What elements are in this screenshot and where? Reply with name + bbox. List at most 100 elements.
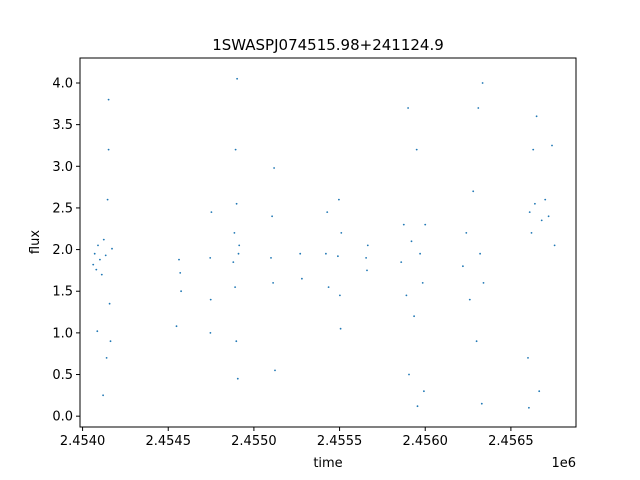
- data-point: [481, 82, 484, 84]
- data-point: [105, 357, 108, 359]
- data-point: [475, 340, 478, 343]
- data-point: [104, 254, 107, 257]
- data-point: [340, 232, 343, 234]
- data-point: [468, 298, 471, 301]
- y-tick-label: 1.5: [52, 285, 73, 300]
- data-point: [339, 294, 341, 297]
- data-point: [535, 115, 538, 118]
- data-point: [400, 261, 403, 263]
- data-point: [209, 332, 212, 334]
- y-axis-label: flux: [28, 230, 43, 254]
- data-point: [327, 286, 330, 288]
- data-point: [366, 269, 368, 272]
- data-point: [180, 290, 183, 293]
- data-point: [405, 294, 408, 297]
- x-tick-label: 2.4560: [402, 434, 448, 449]
- data-point: [477, 107, 480, 109]
- data-point: [419, 252, 421, 255]
- data-point: [235, 340, 238, 343]
- data-point: [111, 247, 113, 250]
- data-point: [402, 223, 405, 226]
- plot-frame: [79, 57, 577, 428]
- data-point: [102, 238, 105, 241]
- data-point: [271, 215, 273, 218]
- data-point: [528, 211, 531, 214]
- data-point: [233, 232, 236, 234]
- x-tick-label: 2.4545: [145, 434, 191, 449]
- y-tick-label: 0.5: [52, 368, 73, 383]
- data-point: [530, 232, 533, 234]
- x-tick-label: 2.4550: [231, 434, 277, 449]
- chart-title: 1SWASPJ074515.98+241124.9: [212, 36, 444, 54]
- data-point: [236, 377, 239, 380]
- x-tick-label: 2.4540: [60, 434, 106, 449]
- data-point: [235, 202, 238, 205]
- y-tick-label: 2.0: [52, 243, 73, 258]
- data-point: [270, 257, 272, 259]
- data-point: [109, 340, 112, 343]
- data-point: [532, 148, 535, 151]
- data-point: [365, 257, 367, 259]
- data-point: [337, 255, 339, 258]
- data-point: [96, 330, 99, 333]
- data-point: [92, 263, 95, 266]
- data-point: [407, 107, 409, 109]
- data-point: [326, 211, 329, 214]
- y-tick-label: 0.0: [52, 410, 73, 425]
- y-tick-label: 1.0: [52, 326, 73, 341]
- data-point: [234, 148, 237, 151]
- x-axis-offset: 1e6: [551, 456, 576, 471]
- data-point: [480, 402, 483, 405]
- data-point: [540, 219, 543, 222]
- data-point: [102, 394, 104, 397]
- data-point: [232, 261, 235, 263]
- data-point: [338, 198, 340, 201]
- data-point: [416, 405, 419, 408]
- plot-area: [80, 58, 576, 427]
- data-point: [462, 265, 464, 268]
- data-point: [413, 315, 415, 318]
- data-point: [301, 277, 303, 280]
- data-point: [106, 198, 109, 201]
- data-point: [179, 272, 182, 274]
- data-point: [479, 252, 481, 255]
- y-axis-ticks: 0.0 0.5 1.0 1.5 2.0 2.5 3.0 3.5 4.0: [52, 76, 80, 425]
- data-point: [93, 252, 96, 255]
- x-axis-ticks: 2.4540 2.4545 2.4550 2.4555 2.4560 2.4565: [60, 427, 534, 449]
- data-point: [175, 325, 178, 328]
- data-point: [237, 252, 240, 255]
- data-point: [274, 369, 276, 372]
- data-point: [97, 244, 99, 247]
- data-point: [236, 77, 239, 80]
- data-point: [528, 406, 530, 409]
- data-point: [107, 148, 110, 151]
- data-point: [178, 258, 180, 261]
- data-point: [538, 390, 541, 393]
- x-axis-label: time: [313, 456, 342, 471]
- data-point: [107, 98, 110, 101]
- data-point: [482, 282, 485, 284]
- data-point: [544, 198, 547, 201]
- data-point: [415, 148, 418, 151]
- data-point: [325, 252, 327, 255]
- data-point: [238, 244, 241, 247]
- y-tick-label: 3.5: [52, 118, 73, 133]
- data-point: [534, 202, 536, 205]
- data-point: [421, 282, 424, 284]
- data-point: [273, 167, 275, 169]
- x-tick-label: 2.4555: [317, 434, 363, 449]
- data-point: [547, 215, 550, 218]
- data-point: [210, 211, 213, 214]
- data-point: [99, 258, 101, 261]
- data-point: [472, 190, 475, 193]
- y-tick-label: 2.5: [52, 201, 73, 216]
- data-point: [234, 286, 237, 288]
- data-point: [366, 244, 369, 247]
- data-point: [209, 257, 212, 259]
- data-point: [551, 144, 553, 147]
- data-point: [527, 357, 529, 359]
- data-point: [408, 373, 410, 376]
- x-tick-label: 2.4565: [488, 434, 534, 449]
- data-point: [209, 298, 212, 301]
